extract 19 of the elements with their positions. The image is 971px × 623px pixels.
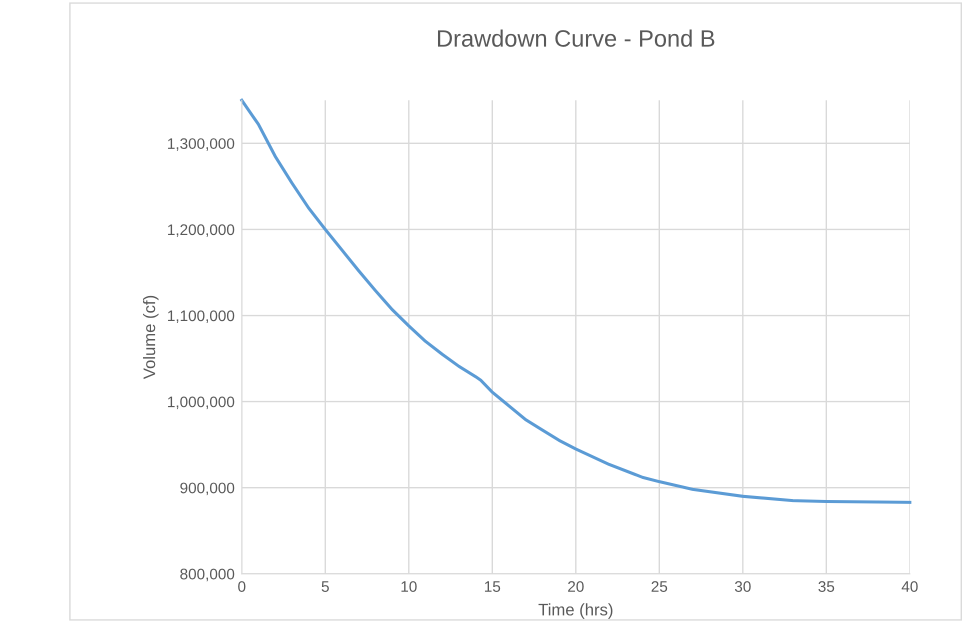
x-tick-label: 20	[568, 581, 584, 592]
y-tick-label: 1,200,000	[168, 224, 234, 237]
x-axis-title: Time (hrs)	[538, 603, 612, 619]
x-tick-label: 25	[652, 581, 668, 592]
y-tick-label: 800,000	[180, 568, 234, 582]
chart-title: Drawdown Curve - Pond B	[438, 29, 714, 47]
y-tick-label: 900,000	[180, 482, 234, 496]
line-series	[240, 98, 912, 504]
x-tick-label: 30	[734, 581, 751, 592]
x-tick-label: 10	[401, 581, 417, 592]
x-tick-label: 40	[902, 581, 918, 592]
y-axis-title: Volume (cf)	[143, 296, 159, 380]
x-tick-label: 5	[322, 581, 329, 592]
x-tick-label: 0	[238, 581, 246, 592]
x-tick-label: 15	[484, 581, 500, 592]
y-tick-label: 1,100,000	[168, 310, 234, 324]
y-tick-label: 1,300,000	[168, 138, 234, 151]
y-tick-label: 1,000,000	[168, 396, 234, 410]
x-tick-label: 35	[818, 581, 834, 592]
